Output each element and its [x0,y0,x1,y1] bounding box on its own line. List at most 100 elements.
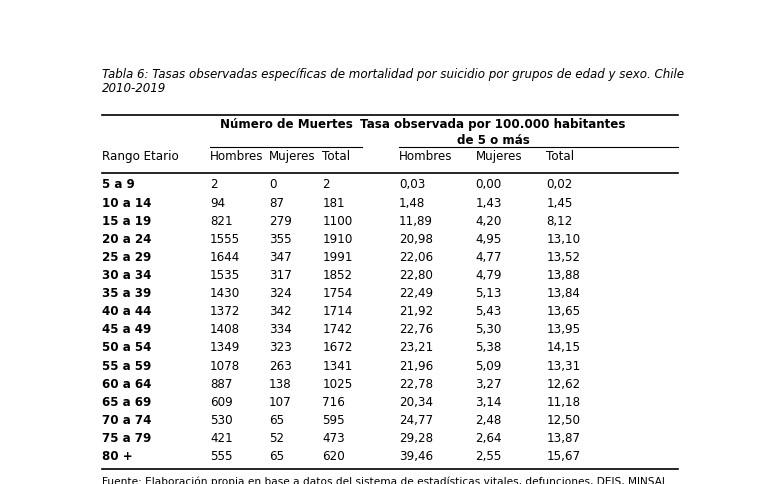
Text: Mujeres: Mujeres [269,150,316,162]
Text: 13,65: 13,65 [546,304,581,318]
Text: 80 +: 80 + [102,449,133,462]
Text: 595: 595 [322,413,345,426]
Text: 70 a 74: 70 a 74 [102,413,151,426]
Text: 12,50: 12,50 [546,413,581,426]
Text: 279: 279 [269,214,292,227]
Text: 39,46: 39,46 [399,449,433,462]
Text: 181: 181 [322,196,345,209]
Text: 1714: 1714 [322,304,352,318]
Text: 1,43: 1,43 [476,196,502,209]
Text: Tasa observada por 100.000 habitantes
de 5 o más: Tasa observada por 100.000 habitantes de… [361,118,626,147]
Text: 1672: 1672 [322,341,352,354]
Text: 65: 65 [269,449,285,462]
Text: 60 a 64: 60 a 64 [102,377,151,390]
Text: 10 a 14: 10 a 14 [102,196,151,209]
Text: 22,80: 22,80 [399,269,433,281]
Text: 2010-2019: 2010-2019 [102,82,167,95]
Text: 2,64: 2,64 [476,431,502,444]
Text: 0: 0 [269,178,276,191]
Text: 13,10: 13,10 [546,232,581,245]
Text: 45 a 49: 45 a 49 [102,323,151,336]
Text: 821: 821 [210,214,233,227]
Text: 15,67: 15,67 [546,449,581,462]
Text: 13,95: 13,95 [546,323,581,336]
Text: 263: 263 [269,359,292,372]
Text: 620: 620 [322,449,345,462]
Text: 1341: 1341 [322,359,352,372]
Text: 2,48: 2,48 [476,413,501,426]
Text: Hombres: Hombres [399,150,452,162]
Text: 15 a 19: 15 a 19 [102,214,151,227]
Text: 5,38: 5,38 [476,341,501,354]
Text: 138: 138 [269,377,291,390]
Text: 609: 609 [210,395,233,408]
Text: 3,27: 3,27 [476,377,502,390]
Text: 347: 347 [269,250,292,263]
Text: 55 a 59: 55 a 59 [102,359,151,372]
Text: 555: 555 [210,449,233,462]
Text: 1430: 1430 [210,287,240,300]
Text: 421: 421 [210,431,233,444]
Text: 887: 887 [210,377,233,390]
Text: 23,21: 23,21 [399,341,433,354]
Text: 0,02: 0,02 [546,178,573,191]
Text: 3,14: 3,14 [476,395,502,408]
Text: 1078: 1078 [210,359,240,372]
Text: 334: 334 [269,323,292,336]
Text: Hombres: Hombres [210,150,263,162]
Text: Rango Etario: Rango Etario [102,150,179,162]
Text: 13,88: 13,88 [546,269,580,281]
Text: 75 a 79: 75 a 79 [102,431,151,444]
Text: Tabla 6: Tasas observadas específicas de mortalidad por suicidio por grupos de e: Tabla 6: Tasas observadas específicas de… [102,67,684,80]
Text: 1535: 1535 [210,269,240,281]
Text: 65: 65 [269,413,285,426]
Text: 29,28: 29,28 [399,431,433,444]
Text: 13,84: 13,84 [546,287,580,300]
Text: Fuente: Elaboración propia en base a datos del sistema de estadísticas vitales, : Fuente: Elaboración propia en base a dat… [102,476,668,484]
Text: 4,95: 4,95 [476,232,502,245]
Text: 324: 324 [269,287,292,300]
Text: 87: 87 [269,196,284,209]
Text: 94: 94 [210,196,225,209]
Text: 1644: 1644 [210,250,240,263]
Text: 1742: 1742 [322,323,352,336]
Text: 1100: 1100 [322,214,352,227]
Text: 14,15: 14,15 [546,341,581,354]
Text: 2: 2 [210,178,218,191]
Text: 1910: 1910 [322,232,352,245]
Text: 1349: 1349 [210,341,240,354]
Text: 21,96: 21,96 [399,359,433,372]
Text: Total: Total [322,150,350,162]
Text: 20 a 24: 20 a 24 [102,232,151,245]
Text: 1,45: 1,45 [546,196,573,209]
Text: 11,18: 11,18 [546,395,581,408]
Text: 22,06: 22,06 [399,250,433,263]
Text: 1025: 1025 [322,377,352,390]
Text: 65 a 69: 65 a 69 [102,395,151,408]
Text: 355: 355 [269,232,291,245]
Text: 716: 716 [322,395,345,408]
Text: 35 a 39: 35 a 39 [102,287,151,300]
Text: Total: Total [546,150,575,162]
Text: 4,77: 4,77 [476,250,502,263]
Text: 11,89: 11,89 [399,214,433,227]
Text: 0,00: 0,00 [476,178,501,191]
Text: 323: 323 [269,341,292,354]
Text: 24,77: 24,77 [399,413,433,426]
Text: 13,87: 13,87 [546,431,581,444]
Text: 0,03: 0,03 [399,178,425,191]
Text: 2: 2 [322,178,330,191]
Text: 4,20: 4,20 [476,214,502,227]
Text: 5,13: 5,13 [476,287,502,300]
Text: 4,79: 4,79 [476,269,502,281]
Text: 22,76: 22,76 [399,323,433,336]
Text: 1372: 1372 [210,304,240,318]
Text: 22,49: 22,49 [399,287,433,300]
Text: 12,62: 12,62 [546,377,581,390]
Text: 25 a 29: 25 a 29 [102,250,151,263]
Text: 1408: 1408 [210,323,240,336]
Text: 52: 52 [269,431,285,444]
Text: 1754: 1754 [322,287,352,300]
Text: 8,12: 8,12 [546,214,573,227]
Text: 20,98: 20,98 [399,232,433,245]
